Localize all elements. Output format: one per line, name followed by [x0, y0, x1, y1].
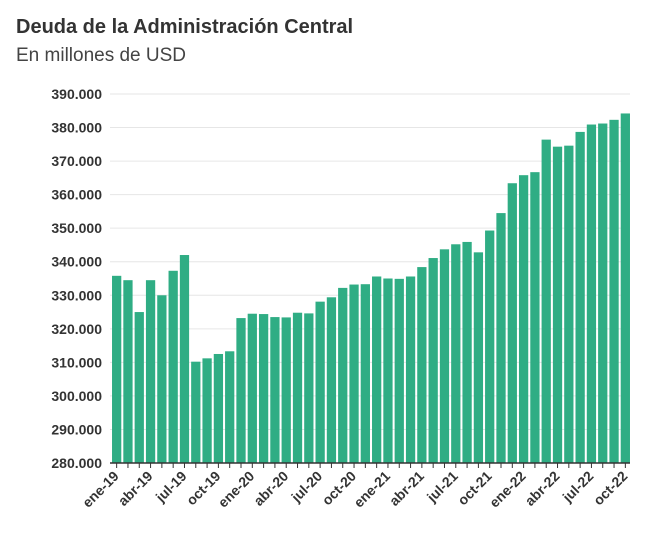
bar-abr-20	[281, 317, 291, 463]
x-tick-label: ene-21	[350, 468, 393, 511]
bars	[112, 113, 630, 464]
bar-dic-20	[372, 276, 382, 463]
bar-jul-20	[315, 301, 325, 463]
bar-sep-20	[338, 287, 348, 463]
bar-ago-21	[462, 241, 472, 463]
x-tick-label: jul-21	[423, 468, 461, 506]
bar-jun-22	[575, 131, 585, 463]
bar-jul-22	[586, 124, 597, 463]
bar-feb-21	[394, 278, 404, 463]
y-tick-label: 280.000	[51, 455, 102, 471]
bar-mar-20	[270, 317, 280, 463]
bar-nov-21	[496, 213, 506, 463]
x-tick-label: jul-20	[287, 468, 325, 506]
bar-abr-19	[145, 280, 156, 463]
y-tick-label: 390.000	[51, 86, 102, 102]
y-tick-label: 320.000	[51, 321, 102, 337]
bar-nov-19	[225, 351, 235, 463]
y-tick-label: 330.000	[51, 287, 102, 303]
x-tick-label: abr-20	[250, 468, 291, 509]
bar-feb-20	[258, 314, 269, 463]
bar-may-20	[292, 312, 303, 463]
bar-feb-22	[530, 172, 540, 463]
x-tick-label: jul-22	[559, 468, 597, 506]
bar-mar-19	[134, 312, 144, 463]
bar-oct-19	[213, 353, 224, 463]
bar-jun-20	[304, 313, 314, 463]
bar-sep-22	[609, 119, 619, 463]
bar-nov-20	[360, 284, 370, 463]
bar-oct-22	[620, 113, 630, 464]
x-axis: ene-19abr-19jul-19oct-19ene-20abr-20jul-…	[79, 463, 631, 510]
y-tick-label: 350.000	[51, 220, 102, 236]
bar-dic-19	[236, 318, 246, 463]
y-tick-label: 290.000	[51, 421, 102, 437]
bar-ene-22	[518, 175, 529, 463]
bar-ene-19	[112, 275, 122, 463]
chart-subtitle: En millones de USD	[16, 45, 187, 66]
bar-jun-19	[168, 270, 178, 463]
y-tick-label: 370.000	[51, 153, 102, 169]
bar-dic-21	[507, 183, 517, 464]
bar-may-22	[564, 145, 574, 463]
x-tick-label: jul-19	[152, 468, 190, 506]
y-tick-label: 340.000	[51, 254, 102, 270]
x-tick-label: abr-21	[386, 468, 427, 509]
bar-may-19	[157, 295, 167, 463]
y-tick-label: 300.000	[51, 388, 102, 404]
chart-title: Deuda de la Administración Central	[16, 16, 354, 38]
bar-may-21	[428, 258, 438, 463]
x-tick-label: ene-19	[79, 468, 122, 511]
bar-ago-20	[326, 297, 337, 463]
bar-sep-19	[202, 358, 212, 463]
bar-abr-22	[552, 146, 563, 464]
bar-oct-21	[485, 230, 495, 463]
x-tick-label: ene-22	[486, 468, 529, 511]
bar-ene-20	[247, 313, 257, 463]
y-tick-label: 360.000	[51, 187, 102, 203]
bar-jul-21	[451, 244, 461, 463]
bar-ene-21	[383, 278, 393, 463]
x-tick-label: ene-20	[215, 468, 258, 511]
y-tick-label: 380.000	[51, 120, 102, 136]
bar-jul-19	[179, 255, 190, 463]
y-tick-label: 310.000	[51, 354, 102, 370]
y-axis: 280.000 290.000 300.000 310.000 320.000 330.0…	[51, 86, 102, 471]
x-tick-label: abr-22	[522, 468, 563, 509]
bar-oct-20	[349, 284, 359, 463]
x-tick-label: abr-19	[115, 468, 156, 509]
bar-feb-19	[123, 280, 133, 463]
bar-ago-19	[191, 361, 201, 463]
bar-sep-21	[473, 252, 484, 463]
bar-jun-21	[439, 249, 450, 463]
bar-abr-21	[417, 267, 427, 463]
bar-mar-22	[541, 139, 551, 463]
bar-mar-21	[405, 276, 416, 463]
x-tick-label: oct-22	[590, 468, 631, 509]
bar-ago-22	[598, 123, 608, 464]
